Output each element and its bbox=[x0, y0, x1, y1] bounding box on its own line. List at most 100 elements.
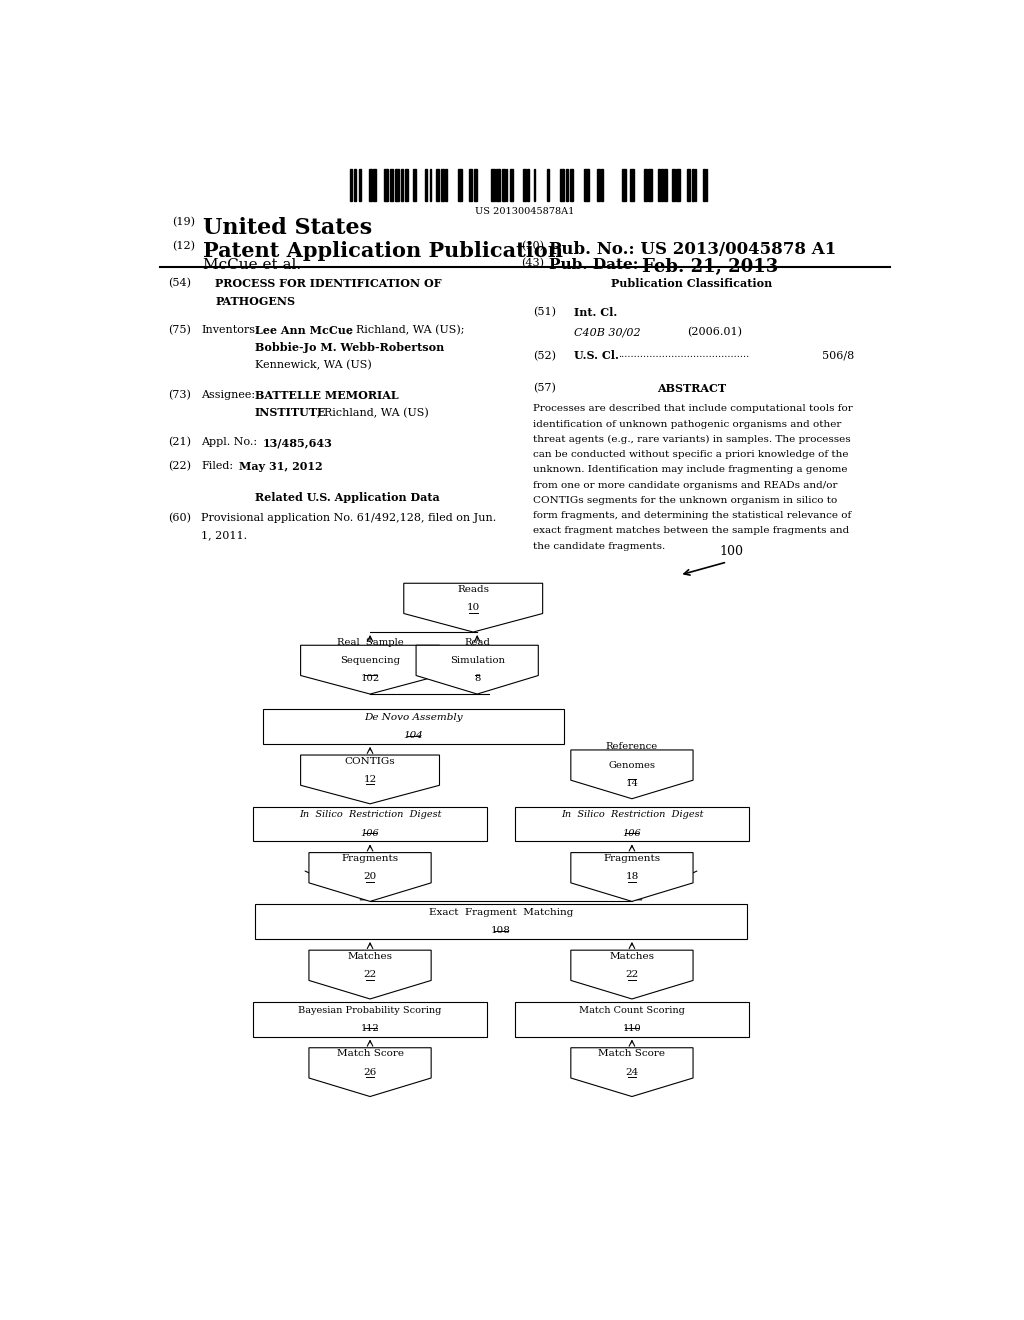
Text: Sequencing: Sequencing bbox=[340, 656, 400, 665]
Text: (19): (19) bbox=[172, 218, 195, 227]
Polygon shape bbox=[403, 583, 543, 632]
Polygon shape bbox=[416, 645, 539, 694]
Bar bbox=[660, 169, 663, 201]
Text: ABSTRACT: ABSTRACT bbox=[656, 383, 726, 395]
Bar bbox=[497, 169, 500, 201]
Text: Match Score: Match Score bbox=[598, 1049, 666, 1059]
Text: Publication Classification: Publication Classification bbox=[611, 279, 772, 289]
Text: Reference: Reference bbox=[606, 742, 658, 751]
Bar bbox=[253, 807, 487, 841]
Text: 20: 20 bbox=[364, 873, 377, 882]
Text: (12): (12) bbox=[172, 240, 195, 251]
Text: (2006.01): (2006.01) bbox=[687, 327, 742, 338]
Text: 106: 106 bbox=[360, 829, 380, 838]
Text: 506/8: 506/8 bbox=[822, 351, 855, 360]
Text: (10): (10) bbox=[521, 240, 544, 251]
Text: Filed:: Filed: bbox=[201, 461, 233, 471]
Bar bbox=[570, 169, 573, 201]
Bar bbox=[395, 169, 399, 201]
Text: Reads: Reads bbox=[457, 585, 489, 594]
Text: identification of unknown pathogenic organisms and other: identification of unknown pathogenic org… bbox=[532, 420, 841, 429]
Bar bbox=[263, 709, 564, 744]
Bar bbox=[506, 169, 507, 201]
Text: Processes are described that include computational tools for: Processes are described that include com… bbox=[532, 404, 853, 413]
Text: Kennewick, WA (US): Kennewick, WA (US) bbox=[255, 359, 372, 370]
Bar bbox=[547, 169, 549, 201]
Text: 22: 22 bbox=[626, 970, 639, 979]
Text: Related U.S. Application Data: Related U.S. Application Data bbox=[255, 492, 439, 503]
Text: US 20130045878A1: US 20130045878A1 bbox=[475, 207, 574, 216]
Bar bbox=[444, 169, 447, 201]
Text: Lee Ann McCue: Lee Ann McCue bbox=[255, 325, 353, 337]
Bar bbox=[644, 169, 647, 201]
Text: 110: 110 bbox=[623, 1024, 641, 1034]
Bar bbox=[425, 169, 427, 201]
Text: (54): (54) bbox=[168, 279, 190, 289]
Text: 100: 100 bbox=[719, 545, 743, 558]
Text: (43): (43) bbox=[521, 257, 544, 268]
Bar bbox=[677, 169, 680, 201]
Bar bbox=[597, 169, 600, 201]
Text: U.S. Cl.: U.S. Cl. bbox=[574, 351, 618, 362]
Text: (73): (73) bbox=[168, 391, 190, 400]
Text: Matches: Matches bbox=[347, 952, 392, 961]
Bar bbox=[566, 169, 568, 201]
Text: , Richland, WA (US): , Richland, WA (US) bbox=[316, 408, 429, 417]
Text: 18: 18 bbox=[626, 873, 639, 882]
Bar bbox=[665, 169, 667, 201]
Text: (57): (57) bbox=[532, 383, 556, 393]
Text: 26: 26 bbox=[364, 1068, 377, 1077]
Bar bbox=[601, 169, 603, 201]
Text: CONTIGs: CONTIGs bbox=[345, 756, 395, 766]
Text: Simulation: Simulation bbox=[450, 656, 505, 665]
Text: CONTIGs segments for the unknown organism in silico to: CONTIGs segments for the unknown organis… bbox=[532, 496, 837, 504]
Bar bbox=[458, 169, 462, 201]
Text: 12: 12 bbox=[364, 775, 377, 784]
Bar bbox=[534, 169, 536, 201]
Text: 14: 14 bbox=[626, 779, 638, 788]
Polygon shape bbox=[570, 750, 693, 799]
Text: Inventors:: Inventors: bbox=[201, 325, 259, 335]
Text: Matches: Matches bbox=[609, 952, 654, 961]
Bar bbox=[510, 169, 513, 201]
Text: Match Score: Match Score bbox=[337, 1049, 403, 1059]
Text: Bayesian Probability Scoring: Bayesian Probability Scoring bbox=[298, 1006, 441, 1015]
Bar bbox=[436, 169, 439, 201]
Text: Pub. Date:: Pub. Date: bbox=[549, 257, 638, 272]
Polygon shape bbox=[301, 645, 439, 694]
Bar bbox=[370, 169, 373, 201]
Text: Fragments: Fragments bbox=[603, 854, 660, 863]
Bar bbox=[672, 169, 675, 201]
Text: from one or more candidate organisms and READs and/or: from one or more candidate organisms and… bbox=[532, 480, 838, 490]
Bar bbox=[687, 169, 690, 201]
Text: unknown. Identification may include fragmenting a genome: unknown. Identification may include frag… bbox=[532, 466, 847, 474]
Bar bbox=[523, 169, 526, 201]
Bar bbox=[703, 169, 705, 201]
Bar bbox=[631, 169, 634, 201]
Text: 104: 104 bbox=[403, 731, 424, 741]
Text: Read: Read bbox=[464, 638, 490, 647]
Text: (75): (75) bbox=[168, 325, 190, 335]
Bar bbox=[350, 169, 352, 201]
Bar bbox=[255, 904, 748, 939]
Text: Real  Sample: Real Sample bbox=[337, 638, 403, 647]
Bar bbox=[648, 169, 652, 201]
Text: 112: 112 bbox=[360, 1024, 380, 1034]
Text: Appl. No.:: Appl. No.: bbox=[201, 437, 257, 447]
Bar bbox=[413, 169, 416, 201]
Text: Pub. No.: US 2013/0045878 A1: Pub. No.: US 2013/0045878 A1 bbox=[549, 240, 836, 257]
Bar bbox=[354, 169, 355, 201]
Bar bbox=[430, 169, 431, 201]
Text: Int. Cl.: Int. Cl. bbox=[574, 306, 617, 318]
Polygon shape bbox=[309, 1048, 431, 1097]
Bar bbox=[622, 169, 626, 201]
Bar bbox=[404, 169, 409, 201]
Text: (52): (52) bbox=[532, 351, 556, 360]
Text: threat agents (e.g., rare variants) in samples. The processes: threat agents (e.g., rare variants) in s… bbox=[532, 434, 850, 444]
Text: can be conducted without specific a priori knowledge of the: can be conducted without specific a prio… bbox=[532, 450, 848, 459]
Text: Fragments: Fragments bbox=[341, 854, 398, 863]
Text: 10: 10 bbox=[467, 603, 480, 612]
Text: May 31, 2012: May 31, 2012 bbox=[240, 461, 323, 473]
Text: 102: 102 bbox=[360, 675, 380, 684]
Text: 1, 2011.: 1, 2011. bbox=[201, 531, 247, 540]
